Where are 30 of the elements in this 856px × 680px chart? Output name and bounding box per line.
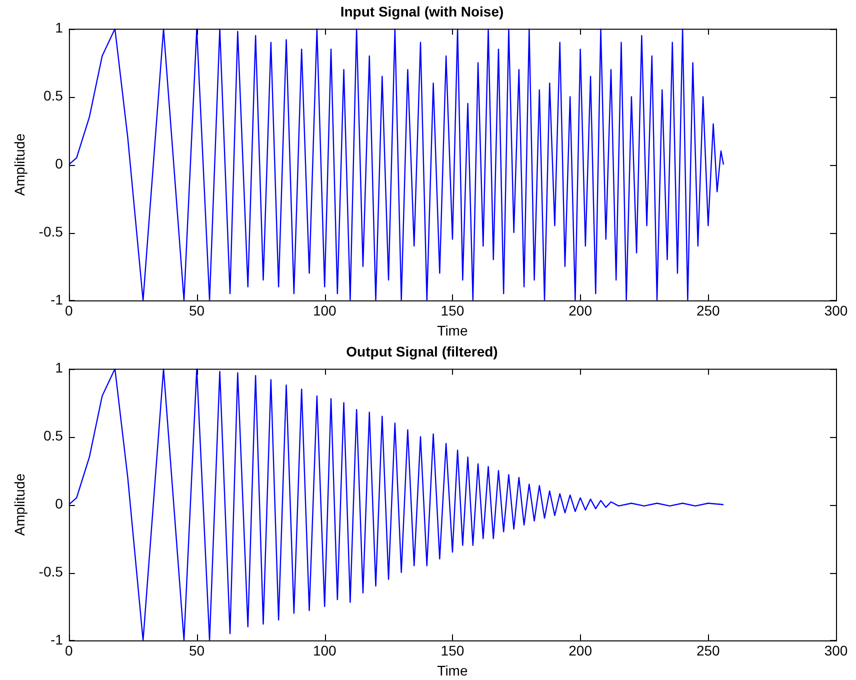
x-axis-title: Time (437, 322, 468, 338)
y-axis-title: Amplitude (11, 473, 28, 536)
x-tick-label: 50 (188, 642, 205, 659)
x-tick-label: 250 (696, 642, 720, 659)
chart-title: Output Signal (filtered) (346, 343, 498, 360)
x-tick-label: 200 (568, 302, 592, 319)
y-tick-label: -0.5 (38, 223, 64, 240)
x-tick-label: 150 (440, 302, 464, 319)
x-tick-label: 0 (65, 642, 74, 659)
y-tick-label: 1 (55, 360, 64, 376)
x-tick-label: 250 (696, 302, 720, 319)
x-tick-label: 100 (312, 642, 337, 659)
x-tick-label: 0 (65, 302, 74, 319)
x-axis-title: Time (437, 662, 468, 678)
y-tick-label: -1 (50, 291, 64, 308)
y-tick-label: 1 (55, 20, 64, 36)
x-tick-label: 300 (824, 642, 848, 659)
y-tick-label: 0.5 (43, 88, 64, 104)
x-tick-label: 50 (188, 302, 205, 319)
x-tick-label: 300 (824, 302, 848, 319)
y-tick-label: -0.5 (38, 563, 64, 580)
x-tick-label: 100 (312, 302, 337, 319)
x-tick-label: 150 (440, 642, 464, 659)
y-axis-title: Amplitude (11, 133, 28, 196)
y-tick-label: 0.5 (43, 428, 64, 444)
chart-title: Input Signal (with Noise) (340, 3, 504, 20)
x-tick-label: 200 (568, 642, 592, 659)
y-tick-label: 0 (55, 495, 64, 512)
y-tick-label: 0 (55, 155, 64, 172)
y-tick-label: -1 (50, 631, 64, 648)
